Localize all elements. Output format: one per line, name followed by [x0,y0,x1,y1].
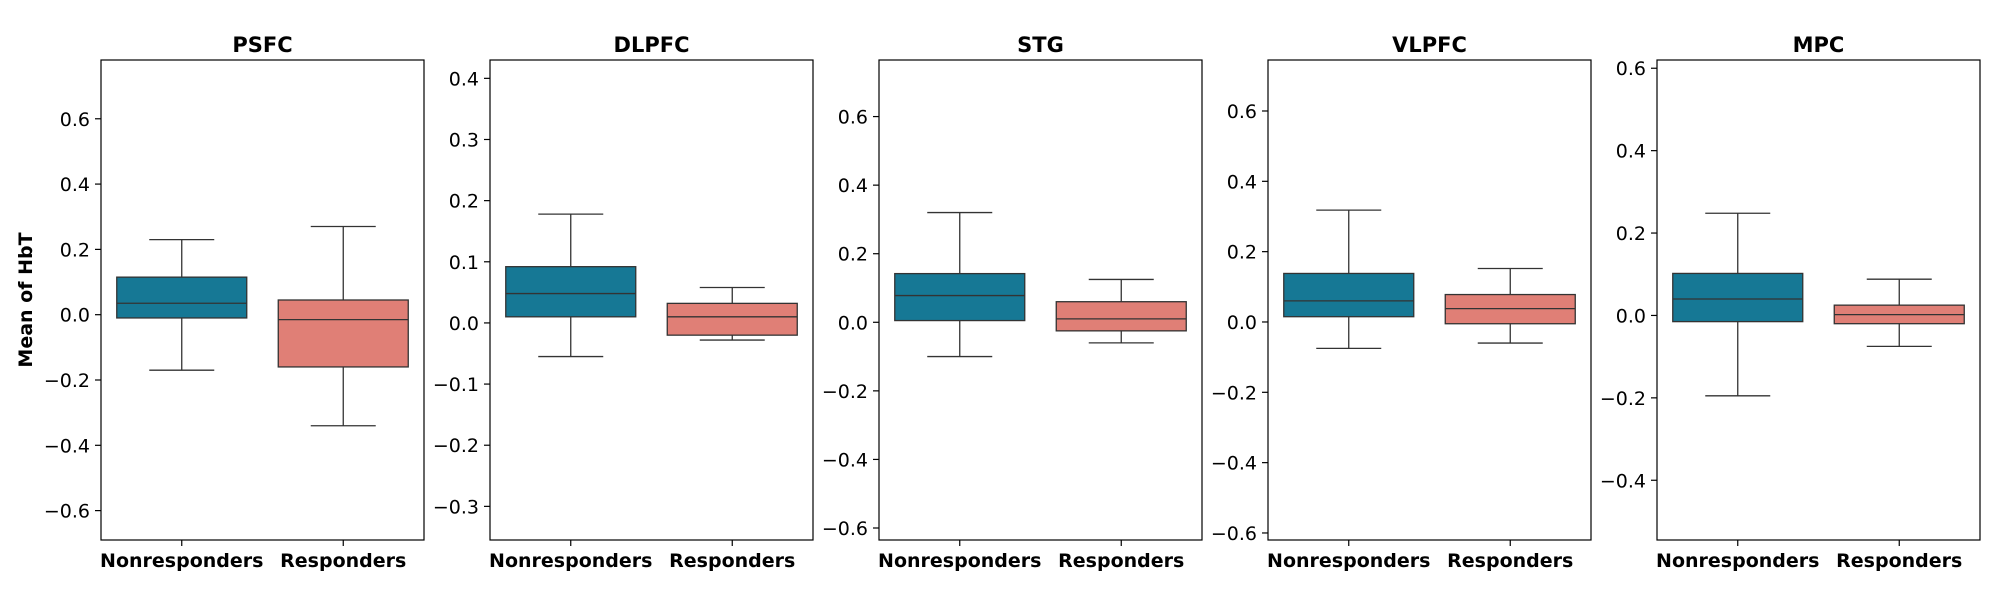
panel-stg: STG −0.6 −0.4 −0.2 0.0 0.2 0.4 0.6 Nonresponders… [822,33,1203,572]
y-tick-label: 0.6 [838,107,868,129]
box-responders [277,299,409,368]
box-nonresponders [505,266,637,318]
y-tick-label: −0.2 [44,370,90,392]
y-tick-label: 0.0 [449,313,479,335]
y-tick-label: −0.2 [1211,382,1257,404]
y-tick-label: 0.0 [1616,305,1646,327]
y-tick-label: −0.6 [1211,523,1257,545]
y-tick-label: 0.0 [1227,312,1257,334]
panel-vlpfc: VLPFC −0.6 −0.4 −0.2 0.0 0.2 0.4 0.6 Nonresponde… [1211,33,1592,572]
y-tick-label: −0.2 [433,435,479,457]
box-nonresponders [894,272,1026,322]
y-tick-label: −0.4 [1600,470,1646,492]
category-label-responders: Responders [1836,550,1962,572]
y-tick-label: 0.4 [1227,171,1257,193]
y-tick-label: 0.4 [1616,141,1646,163]
panel-psfc: PSFC −0.6 −0.4 −0.2 0.0 0.2 0.4 0.6 Nonresponder… [15,33,425,572]
y-tick-label: −0.4 [44,435,90,457]
panel-dlpfc: DLPFC −0.3 −0.2 −0.1 0.0 0.1 0.2 0.3 0.4 Nonrespo… [433,33,814,572]
box-nonresponders [116,276,248,319]
axes-frame [1267,59,1592,541]
category-label-responders: Responders [1447,550,1573,572]
y-tick-label: 0.6 [60,109,90,131]
panel-title: PSFC [232,33,292,57]
category-label-responders: Responders [1058,550,1184,572]
panel-title: MPC [1793,33,1845,57]
box-responders [1055,301,1187,332]
y-tick-label: −0.6 [822,518,868,540]
y-tick-label: 0.0 [60,305,90,327]
category-label-responders: Responders [280,550,406,572]
category-label-nonresponders: Nonresponders [878,550,1041,572]
panel-title: STG [1017,33,1064,57]
y-tick-label: 0.6 [1616,58,1646,80]
y-tick-label: 0.6 [1227,101,1257,123]
box-nonresponders [1672,272,1804,323]
y-tick-label: 0.4 [60,174,90,196]
category-label-nonresponders: Nonresponders [489,550,652,572]
category-label-nonresponders: Nonresponders [1656,550,1819,572]
y-tick-label: 0.2 [1227,242,1257,264]
category-label-nonresponders: Nonresponders [1267,550,1430,572]
panel-title: VLPFC [1392,33,1467,57]
y-tick-label: 0.2 [838,244,868,266]
y-tick-label: 0.0 [838,312,868,334]
category-label-nonresponders: Nonresponders [100,550,263,572]
y-tick-label: −0.4 [1211,453,1257,475]
y-tick-label: 0.2 [60,239,90,261]
axes-frame [489,59,814,541]
panel-mpc: MPC −0.4 −0.2 0.0 0.2 0.4 0.6 Nonresponders Resp… [1600,33,1981,572]
y-tick-label: −0.3 [433,496,479,518]
y-tick-label: −0.1 [433,374,479,396]
y-tick-label: −0.6 [44,501,90,523]
y-tick-label: 0.2 [449,191,479,213]
box-responders [666,302,798,336]
y-tick-label: 0.3 [449,129,479,151]
y-tick-label: 0.2 [1616,223,1646,245]
y-tick-label: 0.1 [449,252,479,274]
axes-frame [878,59,1203,541]
axes-frame [100,59,425,541]
y-tick-label: −0.2 [1600,388,1646,410]
y-tick-label: −0.2 [822,381,868,403]
panel-title: DLPFC [614,33,690,57]
y-axis-label: Mean of HbT [15,232,37,367]
y-tick-label: 0.4 [449,68,479,90]
axes-frame [1656,59,1981,541]
category-label-responders: Responders [669,550,795,572]
y-tick-label: 0.4 [838,175,868,197]
box-nonresponders [1283,272,1415,318]
y-tick-label: −0.4 [822,449,868,471]
